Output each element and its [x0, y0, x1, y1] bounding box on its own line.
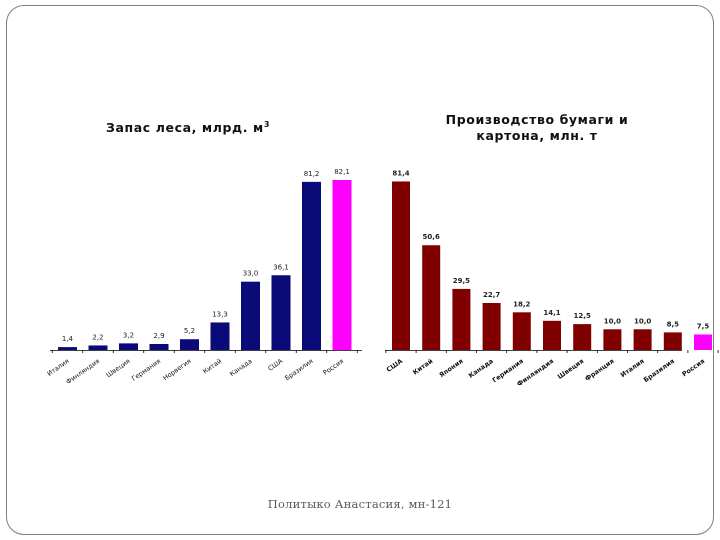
paper-bar-7: [603, 329, 622, 350]
forest-category-label-1: Финляндия: [65, 357, 102, 386]
forest-bar-5: [210, 322, 230, 350]
slide-frame: [6, 5, 714, 535]
paper-value-label-3: 22,7: [483, 291, 500, 299]
forest-category-label-0: Италия: [46, 357, 71, 378]
paper-chart: 81,4 США 50,6 Китай 29,5 Япония 22,7 Канада 18,2…: [385, 169, 719, 388]
paper-value-label-4: 18,2: [513, 300, 530, 308]
paper-value-label-5: 14,1: [543, 309, 560, 317]
forest-chart-title: Запас леса, млрд. м3: [106, 120, 270, 135]
paper-chart-title-line1: Производство бумаги и: [446, 112, 629, 127]
paper-category-label-8: Италия: [619, 357, 646, 379]
paper-bar-9: [663, 332, 682, 350]
forest-category-label-8: Бразилия: [283, 357, 314, 382]
forest-value-label-8: 81,2: [304, 170, 320, 178]
forest-bar-3: [149, 343, 169, 350]
forest-value-label-0: 1,4: [62, 335, 74, 343]
forest-value-label-3: 2,9: [153, 332, 164, 340]
forest-value-label-2: 3,2: [123, 331, 134, 339]
paper-category-label-7: Франция: [583, 357, 615, 383]
forest-value-label-5: 13,3: [212, 310, 228, 318]
paper-category-label-9: Бразилия: [642, 357, 676, 384]
paper-category-label-10: Россия: [681, 357, 707, 378]
paper-value-label-2: 29,5: [453, 277, 470, 285]
forest-value-label-6: 33,0: [243, 270, 259, 278]
paper-value-label-8: 10,0: [634, 317, 651, 325]
paper-bar-10: [694, 334, 712, 350]
forest-value-label-4: 5,2: [184, 327, 195, 335]
paper-category-label-3: Канада: [467, 357, 495, 380]
forest-chart: 1,4 Италия 2,2 Финляндия 3,2 Швеция 2,9 Германи…: [46, 168, 362, 386]
forest-bar-0: [58, 347, 77, 350]
forest-category-label-4: Норвегия: [162, 357, 193, 382]
paper-chart-title-line2: картона, млн. т: [476, 128, 597, 143]
forest-category-label-5: Китай: [201, 357, 223, 376]
forest-category-label-6: Канада: [228, 357, 253, 378]
footer-author: Политыко Анастасия, мн-121: [267, 497, 453, 511]
forest-value-label-7: 36,1: [273, 263, 289, 271]
forest-bar-4: [180, 339, 199, 350]
forest-title-superscript: 3: [264, 120, 270, 129]
paper-category-label-2: Япония: [438, 357, 465, 379]
paper-value-label-7: 10,0: [604, 317, 621, 325]
paper-value-label-6: 12,5: [574, 312, 591, 320]
forest-value-label-1: 2,2: [92, 333, 103, 341]
paper-bar-3: [482, 302, 501, 350]
paper-category-label-0: США: [385, 357, 404, 374]
paper-bar-1: [422, 245, 441, 350]
paper-bar-6: [573, 324, 592, 350]
forest-category-label-7: США: [267, 357, 285, 373]
paper-value-label-0: 81,4: [392, 169, 409, 177]
forest-bar-1: [88, 345, 108, 350]
forest-category-label-3: Германия: [130, 357, 162, 383]
forest-category-label-2: Швеция: [105, 357, 132, 379]
paper-bar-0: [392, 181, 410, 350]
forest-bar-7: [271, 275, 291, 350]
paper-bar-5: [543, 320, 561, 350]
paper-value-label-9: 8,5: [667, 320, 680, 328]
paper-bar-8: [633, 329, 652, 350]
paper-bar-2: [452, 288, 471, 350]
paper-category-label-1: Китай: [411, 357, 434, 377]
forest-value-label-9: 82,1: [334, 168, 350, 176]
paper-value-label-10: 7,5: [697, 322, 710, 330]
paper-value-label-1: 50,6: [423, 233, 440, 241]
paper-category-label-6: Швеция: [556, 357, 585, 381]
forest-bar-6: [241, 281, 260, 350]
forest-bar-8: [302, 181, 321, 350]
forest-bar-2: [119, 343, 138, 350]
forest-category-label-9: Россия: [322, 357, 346, 377]
forest-bar-9: [332, 180, 352, 350]
paper-bar-4: [512, 312, 531, 350]
